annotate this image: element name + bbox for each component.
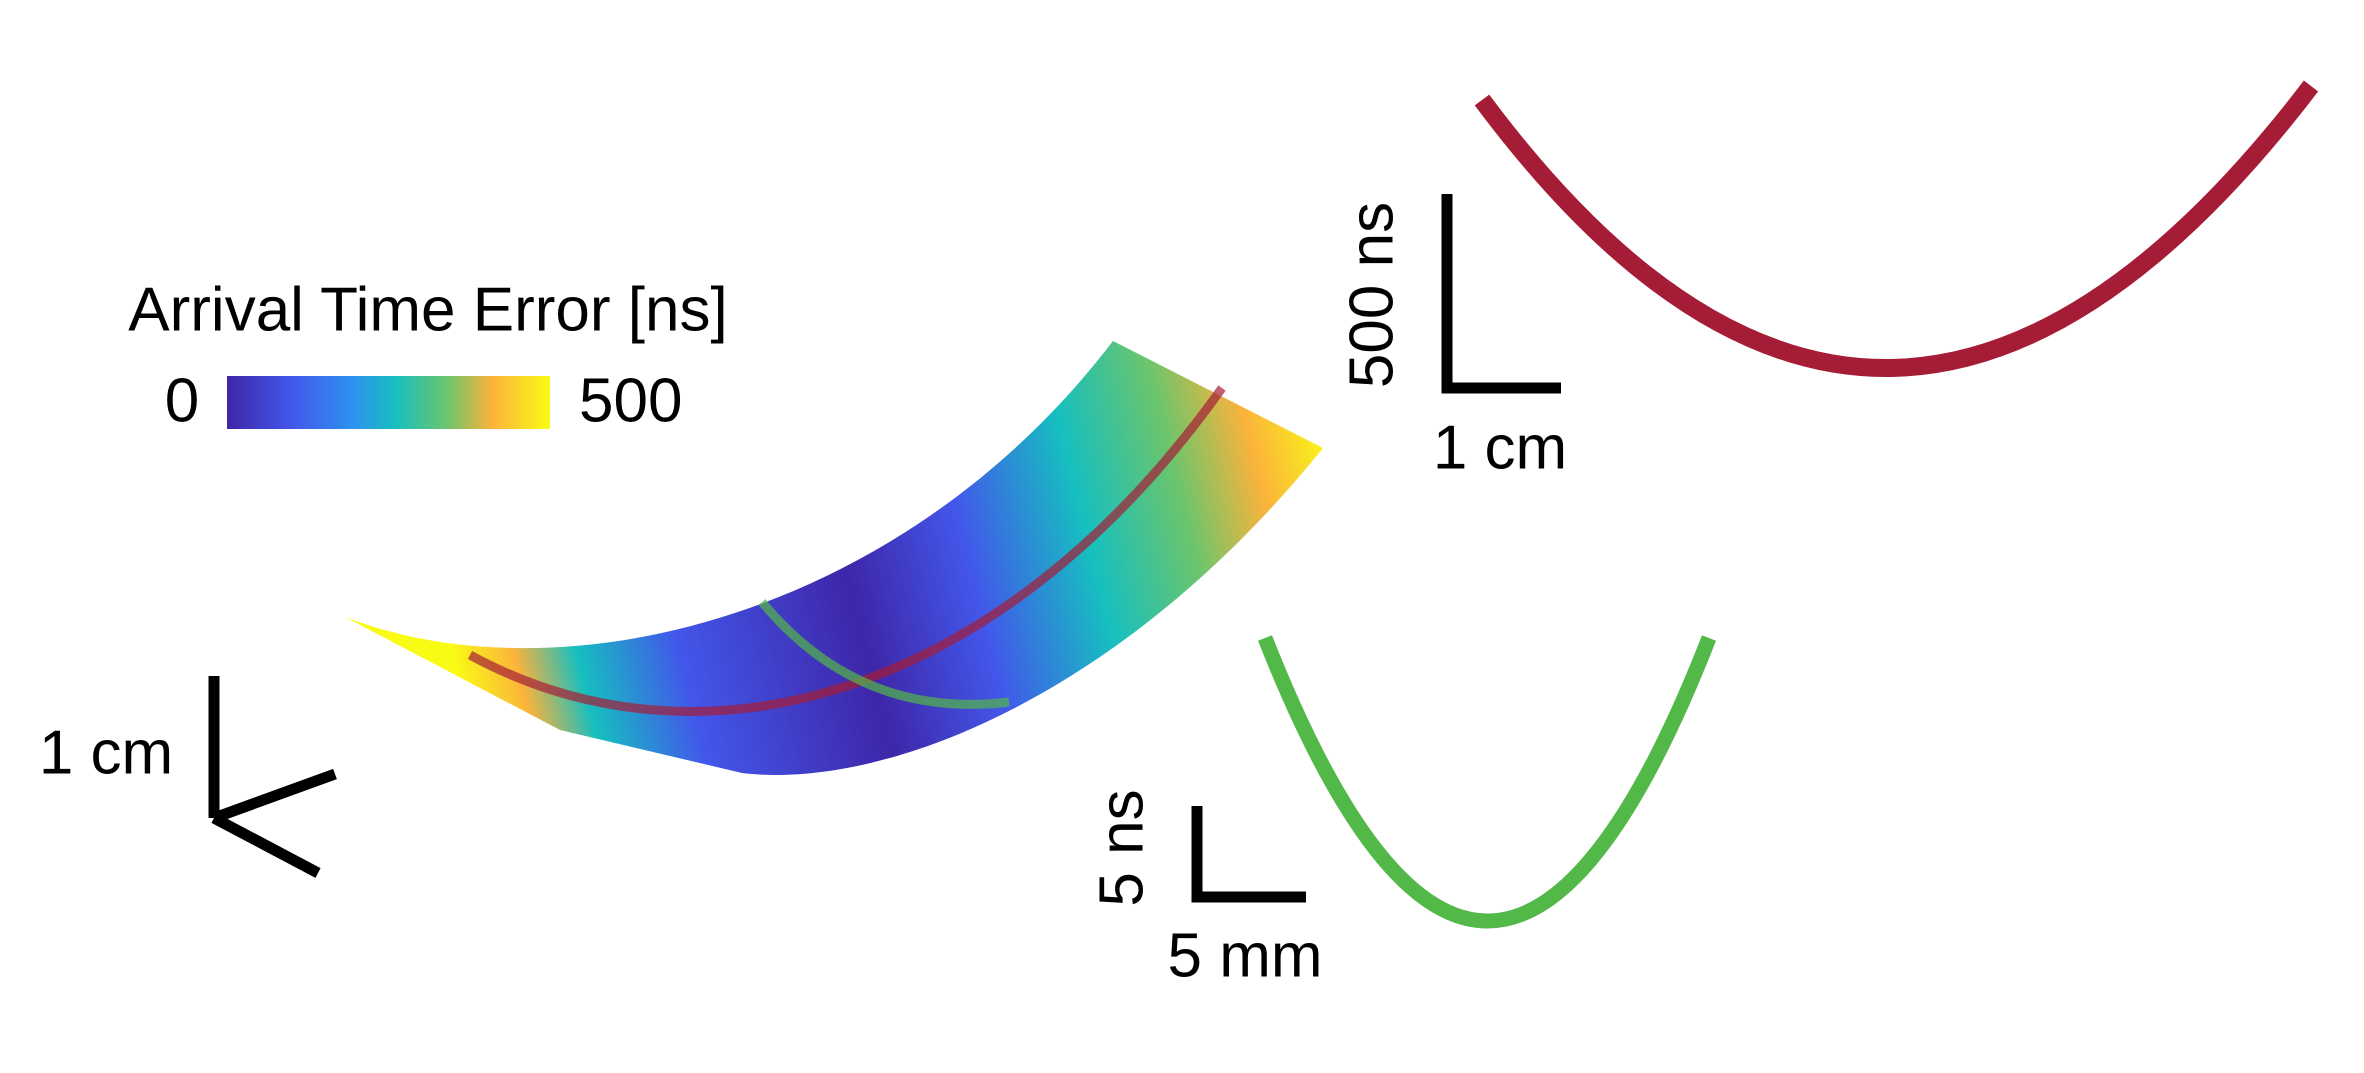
- red-scale-vertical: 500 ns: [1337, 202, 1406, 388]
- surface: [345, 341, 1323, 775]
- green-profile: [1258, 635, 1716, 929]
- colorbar-min: 0: [165, 366, 199, 435]
- colorbar-max: 500: [579, 366, 682, 435]
- green-scale-vertical: 5 ns: [1087, 789, 1156, 906]
- axes-label: 1 cm: [39, 718, 173, 787]
- axes-indicator: [208, 676, 337, 878]
- green-path-overlay: [758, 599, 1010, 709]
- red-path-overlay: [467, 385, 1226, 716]
- green-scale-bar: [1191, 806, 1306, 903]
- colorbar-title: Arrival Time Error [ns]: [128, 275, 727, 344]
- green-scale-horizontal: 5 mm: [1168, 921, 1323, 990]
- red-scale-horizontal: 1 cm: [1433, 413, 1567, 482]
- colorbar: [227, 376, 550, 429]
- red-scale-bar: [1441, 194, 1561, 394]
- red-profile: [1474, 80, 2319, 377]
